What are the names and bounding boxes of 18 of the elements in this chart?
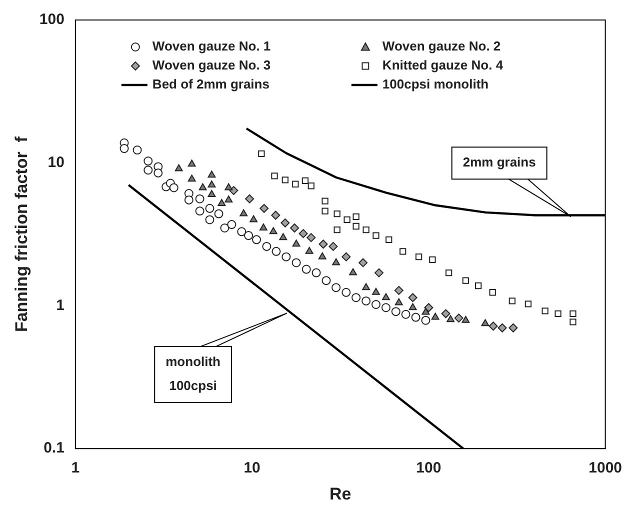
legend-label: 100cpsi monolith bbox=[382, 76, 489, 92]
y-tick-label: 1 bbox=[56, 296, 64, 314]
legend-label: Knitted gauze No. 4 bbox=[382, 58, 504, 73]
y-tick-label: 0.1 bbox=[44, 440, 64, 457]
y-tick-label: 100 bbox=[39, 11, 64, 28]
y-axis-title: Fanning friction factor f bbox=[12, 136, 31, 332]
x-axis-title: Re bbox=[330, 484, 352, 504]
x-tick-label: 100 bbox=[416, 460, 442, 477]
legend-label: Woven gauze No. 2 bbox=[382, 38, 501, 54]
x-tick-label: 1 bbox=[71, 460, 80, 477]
annotation: monolith 100cpsi bbox=[166, 354, 221, 394]
y-tick-label: 10 bbox=[48, 154, 64, 172]
annotation: 2mm grains bbox=[462, 154, 536, 170]
x-tick-label: 10 bbox=[244, 460, 260, 477]
legend-label: Bed of 2mm grains bbox=[152, 76, 270, 92]
legend-label: Woven gauze No. 1 bbox=[152, 38, 271, 54]
x-tick-label: 1000 bbox=[588, 460, 622, 477]
legend-label: Woven gauze No. 3 bbox=[152, 58, 271, 73]
